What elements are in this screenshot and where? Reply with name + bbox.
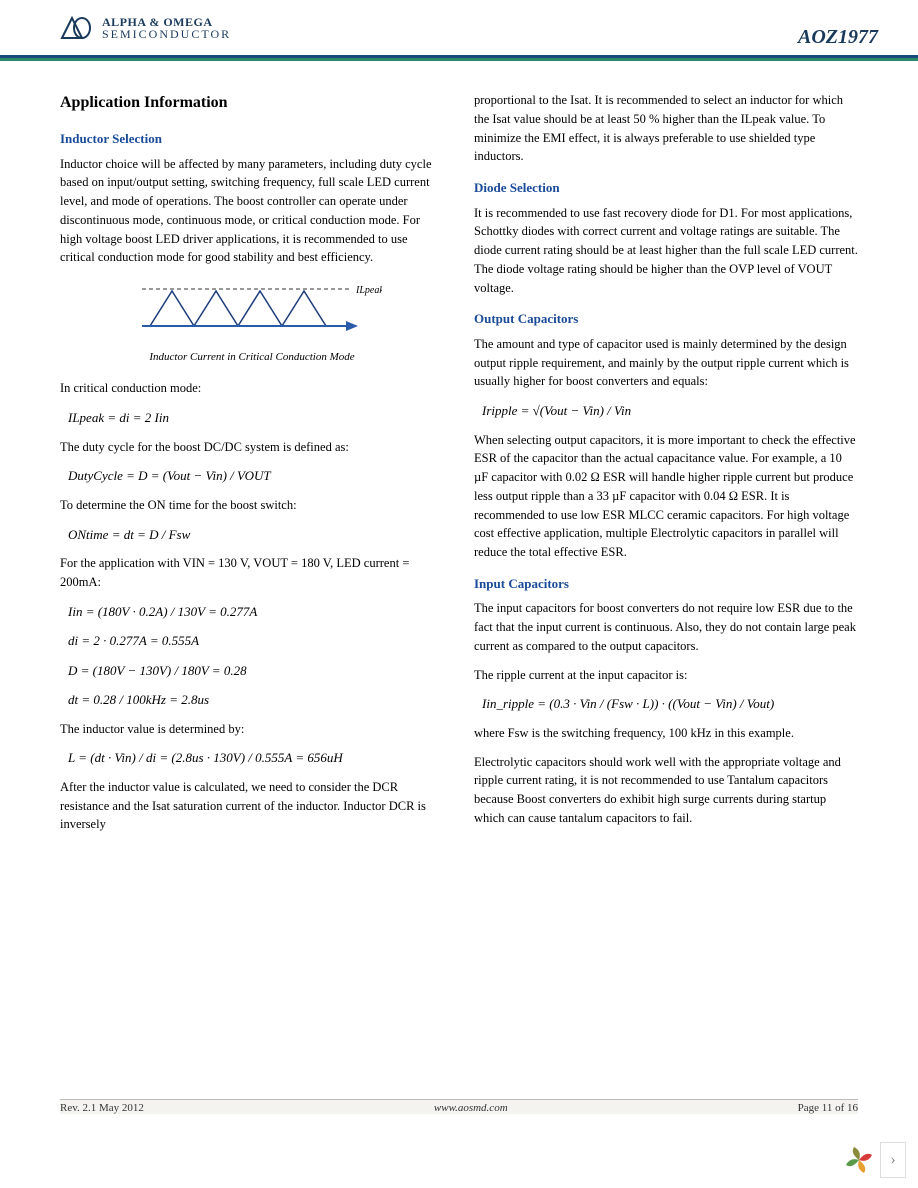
footer-page: Page 11 of 16 <box>798 1102 858 1114</box>
company-logo: ALPHA & OMEGA SEMICONDUCTOR <box>60 14 231 42</box>
logo-text-line2: SEMICONDUCTOR <box>102 28 231 40</box>
para-outcap1: The amount and type of capacitor used is… <box>474 335 858 391</box>
page-header: ALPHA & OMEGA SEMICONDUCTOR AOZ1977 <box>0 0 918 49</box>
para-incap3: where Fsw is the switching frequency, 10… <box>474 724 858 743</box>
heading-input-capacitors: Input Capacitors <box>474 574 858 594</box>
eq-inripple: Iin_ripple = (0.3 · Vin / (Fsw · L)) · (… <box>482 694 858 714</box>
logo-mark-icon <box>60 14 94 42</box>
para-duty: The duty cycle for the boost DC/DC syste… <box>60 438 444 457</box>
left-column: Application Information Inductor Selecti… <box>60 91 444 844</box>
heading-inductor-selection: Inductor Selection <box>60 129 444 149</box>
eq-l: L = (dt · Vin) / di = (2.8us · 130V) / 0… <box>68 748 444 768</box>
eq-dt: dt = 0.28 / 100kHz = 2.8us <box>68 690 444 710</box>
para-ontime: To determine the ON time for the boost s… <box>60 496 444 515</box>
part-number: AOZ1977 <box>798 26 878 49</box>
next-page-button[interactable]: › <box>880 1142 906 1178</box>
para-proportional: proportional to the Isat. It is recommen… <box>474 91 858 166</box>
page-footer: Rev. 2.1 May 2012 www.aosmd.com Page 11 … <box>60 1099 858 1114</box>
para-after: After the inductor value is calculated, … <box>60 778 444 834</box>
heading-diode-selection: Diode Selection <box>474 178 858 198</box>
para-outcap2: When selecting output capacitors, it is … <box>474 431 858 562</box>
inductor-current-diagram: ILpeak <box>60 281 444 343</box>
para-incap1: The input capacitors for boost converter… <box>474 599 858 655</box>
pinwheel-icon <box>844 1145 874 1175</box>
eq-ontime: ONtime = dt = D / Fsw <box>68 525 444 545</box>
viewer-widget: › <box>844 1142 906 1178</box>
para-incap2: The ripple current at the input capacito… <box>474 666 858 685</box>
eq-d: D = (180V − 130V) / 180V = 0.28 <box>68 661 444 681</box>
eq-duty: DutyCycle = D = (Vout − Vin) / VOUT <box>68 466 444 486</box>
footer-revision: Rev. 2.1 May 2012 <box>60 1102 144 1114</box>
right-column: proportional to the Isat. It is recommen… <box>474 91 858 844</box>
eq-iripple: Iripple = √(Vout − Vin) / Vin <box>482 401 858 421</box>
para-ccm: In critical conduction mode: <box>60 379 444 398</box>
para-example: For the application with VIN = 130 V, VO… <box>60 554 444 592</box>
para-inductor: Inductor choice will be affected by many… <box>60 155 444 268</box>
eq-di: di = 2 · 0.277A = 0.555A <box>68 631 444 651</box>
chevron-right-icon: › <box>890 1151 895 1169</box>
diagram-caption: Inductor Current in Critical Conduction … <box>60 349 444 366</box>
footer-url: www.aosmd.com <box>434 1102 508 1114</box>
para-lval: The inductor value is determined by: <box>60 720 444 739</box>
para-incap4: Electrolytic capacitors should work well… <box>474 753 858 828</box>
heading-output-capacitors: Output Capacitors <box>474 309 858 329</box>
svg-text:ILpeak: ILpeak <box>355 285 382 296</box>
section-title: Application Information <box>60 91 444 115</box>
eq-iin: Iin = (180V · 0.2A) / 130V = 0.277A <box>68 602 444 622</box>
para-diode: It is recommended to use fast recovery d… <box>474 204 858 298</box>
eq-ilpeak: ILpeak = di = 2 Iin <box>68 408 444 428</box>
